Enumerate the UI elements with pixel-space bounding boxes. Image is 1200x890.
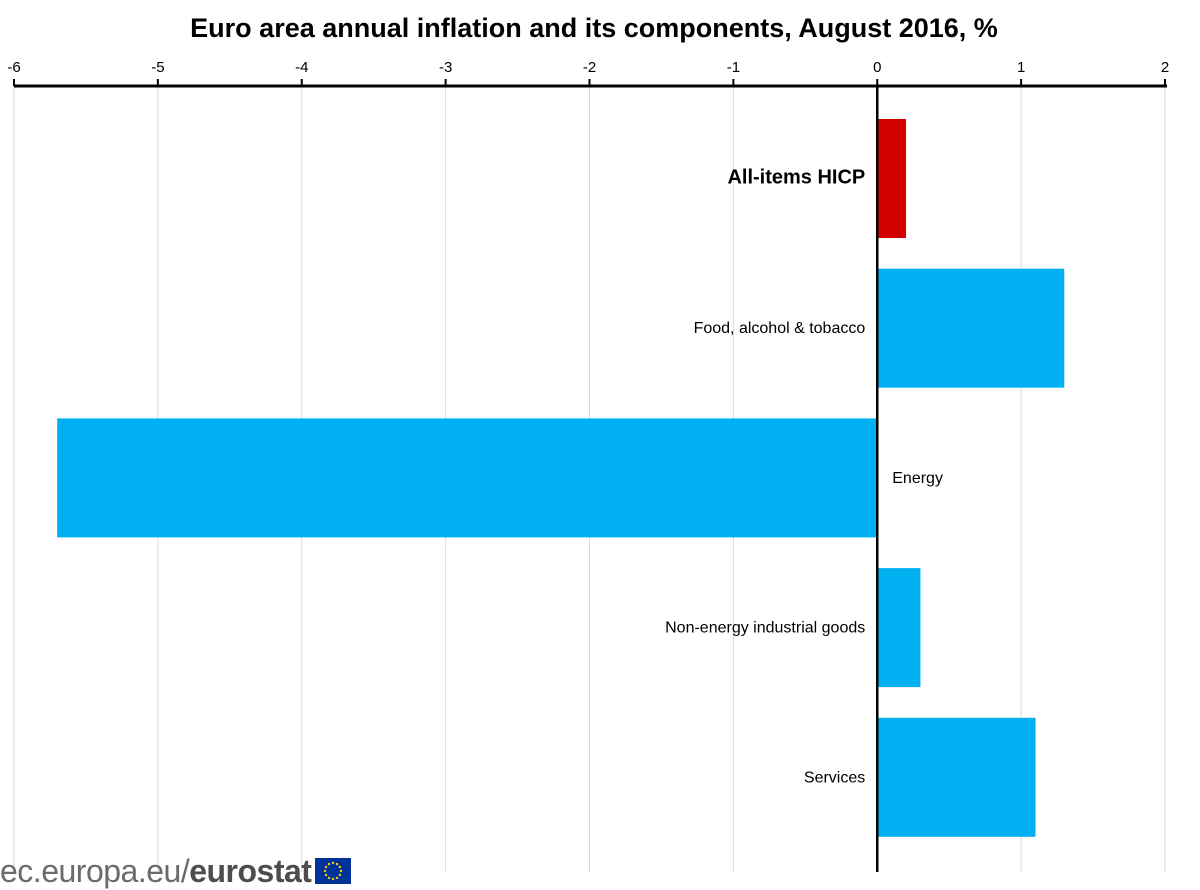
x-tick-label: -6 — [7, 59, 20, 76]
label-layer: -6 -5 -4 -3 -2 -1 0 1 2 All-items HICP Food, alcoh… — [7, 59, 1169, 786]
x-tick-label: -2 — [583, 59, 596, 76]
flag-star — [324, 869, 327, 873]
eu-flag-icon — [315, 858, 352, 884]
x-tick-label: -5 — [151, 59, 164, 76]
flag-star — [325, 865, 328, 869]
bar — [877, 119, 907, 238]
footer-url: ec.europa.eu/ — [0, 852, 190, 889]
x-tick-label: -4 — [295, 59, 308, 76]
flag-star — [332, 877, 335, 881]
category-label: Non-energy industrial goods — [665, 620, 865, 637]
x-tick-label: -3 — [439, 59, 452, 76]
flag-star — [332, 861, 335, 865]
bar-layer — [57, 119, 1065, 837]
footer: ec.europa.eu/eurostat — [0, 852, 352, 889]
bar — [57, 418, 878, 538]
flag-star — [336, 876, 339, 880]
category-label: All-items HICP — [727, 167, 865, 189]
category-label: Food, alcohol & tobacco — [694, 320, 866, 337]
x-tick-label: 2 — [1161, 59, 1169, 76]
x-tick-label: -1 — [727, 59, 740, 76]
flag-star — [339, 873, 342, 877]
flag-star — [328, 862, 331, 866]
chart-title: Euro area annual inflation and its compo… — [190, 13, 998, 43]
flag-star — [340, 869, 343, 873]
flag-star — [328, 876, 331, 880]
x-tick-label: 1 — [1017, 59, 1025, 76]
footer-brand: eurostat — [189, 852, 312, 889]
category-label: Services — [804, 769, 865, 786]
flag-star — [336, 862, 339, 866]
category-label: Energy — [892, 470, 943, 487]
x-tick-label: 0 — [873, 59, 881, 76]
axis-layer — [13, 79, 1167, 872]
flag-star — [325, 873, 328, 877]
bar — [877, 268, 1065, 388]
bar — [877, 568, 921, 688]
flag-star — [339, 865, 342, 869]
bar — [877, 717, 1036, 837]
